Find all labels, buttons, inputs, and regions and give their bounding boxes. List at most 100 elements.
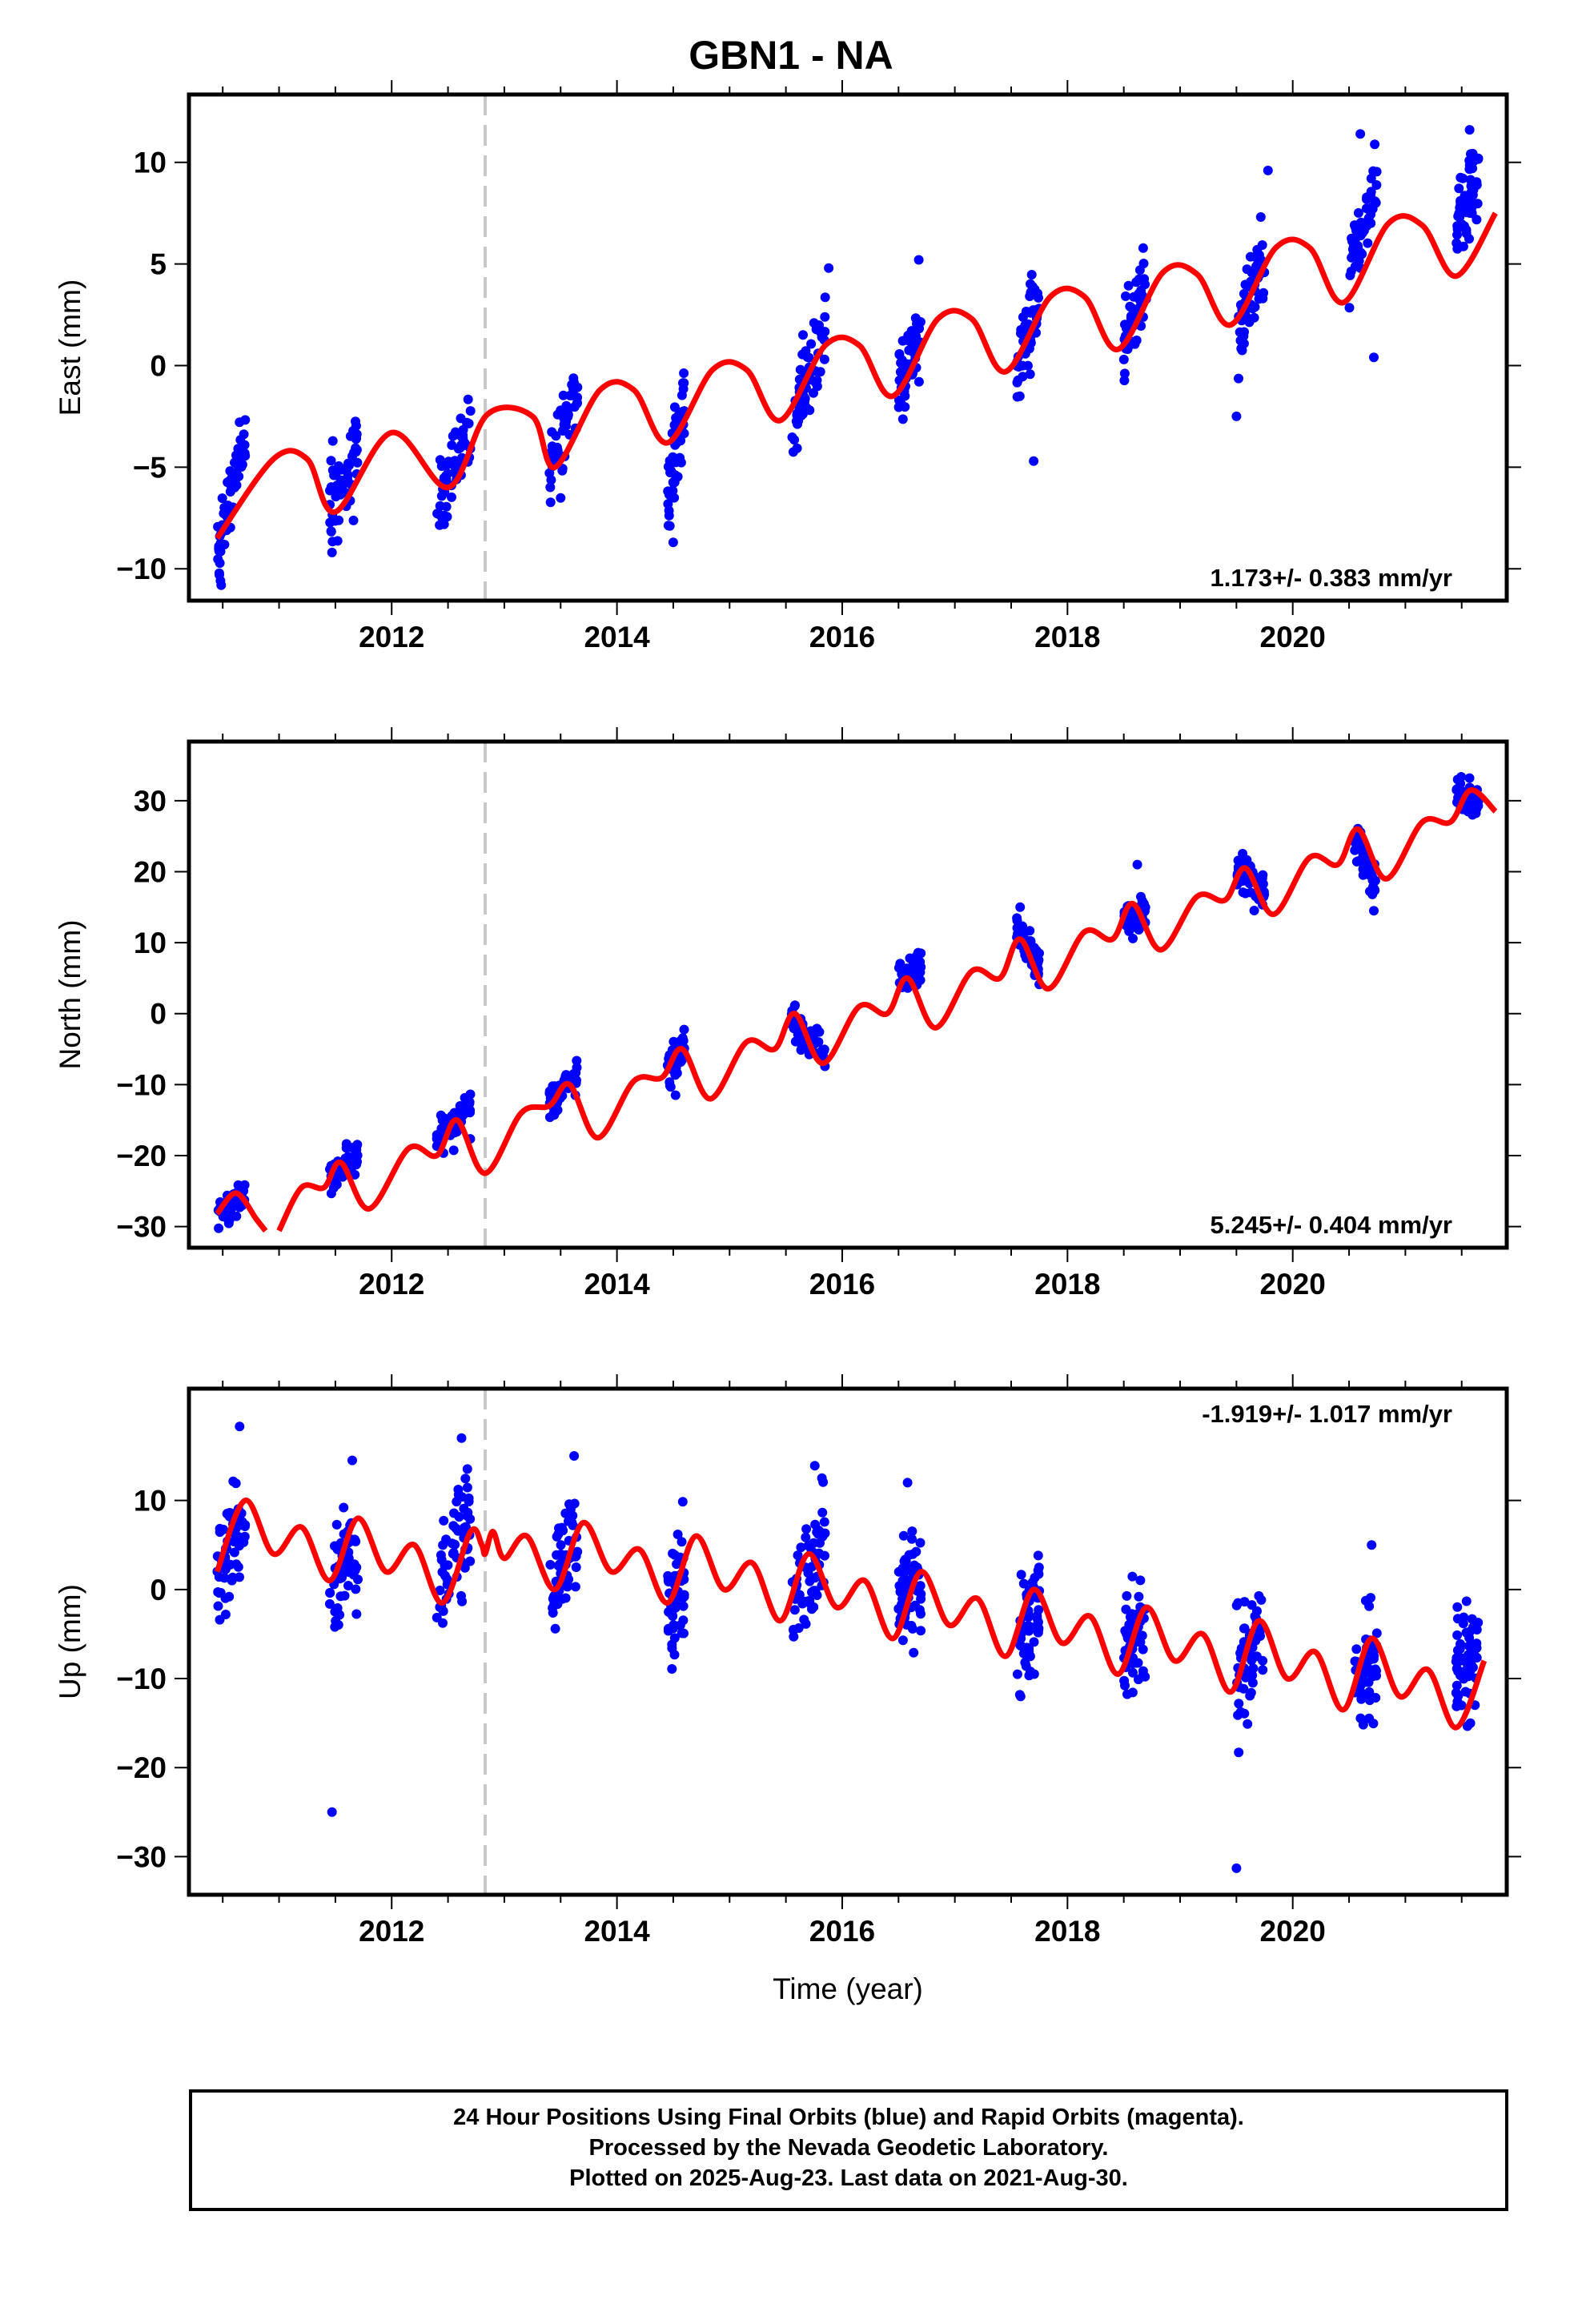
data-point bbox=[806, 339, 817, 349]
data-point bbox=[572, 1055, 582, 1066]
data-point bbox=[668, 1548, 678, 1558]
data-point bbox=[803, 1568, 813, 1578]
data-point bbox=[678, 1035, 689, 1046]
data-point bbox=[464, 1493, 474, 1503]
data-point bbox=[1362, 194, 1371, 204]
data-point bbox=[1239, 1597, 1250, 1607]
data-point bbox=[817, 1473, 827, 1483]
data-point bbox=[1363, 238, 1373, 248]
x-tick-label: 2020 bbox=[1260, 1268, 1326, 1301]
data-point bbox=[809, 388, 818, 398]
data-point bbox=[215, 538, 226, 549]
y-axis-label: North (mm) bbox=[54, 919, 86, 1069]
data-point bbox=[1021, 306, 1031, 316]
data-point bbox=[326, 456, 336, 466]
data-point bbox=[336, 464, 347, 475]
data-point bbox=[335, 1591, 346, 1602]
data-point bbox=[1351, 1644, 1362, 1655]
data-point bbox=[1243, 1719, 1253, 1729]
data-point bbox=[440, 1570, 450, 1581]
model-fit-line bbox=[276, 787, 1498, 1232]
data-point bbox=[916, 1609, 926, 1619]
data-point bbox=[1132, 859, 1142, 870]
data-point bbox=[463, 394, 473, 404]
data-point bbox=[1246, 1687, 1256, 1698]
data-point bbox=[913, 255, 924, 265]
data-point bbox=[1122, 1629, 1132, 1639]
data-point bbox=[1358, 864, 1368, 875]
data-point bbox=[1016, 328, 1026, 339]
data-point bbox=[789, 1631, 799, 1642]
data-point bbox=[799, 1614, 809, 1625]
data-point bbox=[677, 1628, 687, 1638]
data-point bbox=[1247, 1600, 1257, 1610]
data-point bbox=[1258, 1655, 1268, 1666]
data-point bbox=[342, 477, 352, 488]
data-point bbox=[327, 547, 337, 557]
data-point bbox=[572, 382, 583, 392]
data-point bbox=[1234, 373, 1243, 384]
data-point bbox=[817, 1507, 828, 1518]
data-point bbox=[1452, 1630, 1463, 1640]
data-point bbox=[792, 443, 802, 453]
data-point bbox=[234, 471, 244, 481]
y-tick-label: 5 bbox=[150, 248, 167, 281]
data-point bbox=[793, 1550, 803, 1561]
data-point bbox=[351, 1584, 361, 1594]
data-point bbox=[1468, 1645, 1479, 1655]
data-point bbox=[809, 1461, 820, 1471]
data-point bbox=[1464, 1654, 1475, 1664]
data-point bbox=[801, 346, 811, 356]
data-point bbox=[663, 1570, 673, 1581]
data-point bbox=[665, 1077, 675, 1088]
data-point bbox=[1367, 1540, 1377, 1550]
data-point bbox=[545, 1559, 556, 1570]
data-point bbox=[1032, 1613, 1042, 1623]
data-point bbox=[668, 537, 678, 548]
data-point bbox=[673, 1530, 683, 1539]
data-point bbox=[462, 1482, 472, 1493]
data-point bbox=[1125, 301, 1135, 312]
data-point bbox=[459, 1522, 469, 1533]
x-tick-label: 2012 bbox=[359, 1268, 424, 1301]
data-point bbox=[565, 390, 576, 400]
data-point bbox=[903, 330, 913, 340]
data-point bbox=[1366, 867, 1376, 877]
data-point bbox=[819, 354, 829, 364]
x-tick-label: 2012 bbox=[359, 621, 424, 653]
data-point bbox=[327, 537, 338, 547]
data-point bbox=[215, 1614, 225, 1625]
data-point bbox=[568, 373, 579, 384]
data-point bbox=[327, 436, 338, 446]
data-point bbox=[215, 558, 225, 569]
plot-frame bbox=[187, 1386, 1509, 1897]
data-point bbox=[1122, 1689, 1132, 1699]
data-point bbox=[1452, 1680, 1462, 1691]
data-point bbox=[330, 1622, 340, 1632]
data-point bbox=[789, 1605, 800, 1615]
data-point bbox=[815, 1538, 825, 1548]
data-point bbox=[544, 1086, 555, 1096]
data-point bbox=[1370, 1668, 1380, 1679]
data-point bbox=[1257, 240, 1267, 250]
data-point bbox=[814, 1027, 825, 1037]
y-tick-label: 20 bbox=[134, 855, 167, 888]
data-point bbox=[914, 324, 925, 334]
velocity-label: 5.245+/- 0.404 mm/yr bbox=[1211, 1211, 1452, 1239]
data-point bbox=[1126, 1609, 1137, 1619]
data-point bbox=[894, 395, 904, 405]
data-point bbox=[916, 1626, 926, 1636]
data-point bbox=[441, 474, 452, 485]
data-point bbox=[347, 1565, 358, 1574]
data-point bbox=[1258, 870, 1268, 880]
data-point bbox=[818, 1051, 829, 1061]
data-point bbox=[1355, 129, 1366, 139]
data-point bbox=[215, 1527, 225, 1538]
data-point bbox=[571, 1551, 581, 1562]
data-point bbox=[789, 1001, 800, 1011]
data-point bbox=[796, 1542, 806, 1553]
data-point bbox=[434, 1131, 444, 1141]
data-point bbox=[1369, 352, 1379, 363]
data-point bbox=[1371, 1628, 1382, 1638]
data-point bbox=[1128, 933, 1138, 943]
